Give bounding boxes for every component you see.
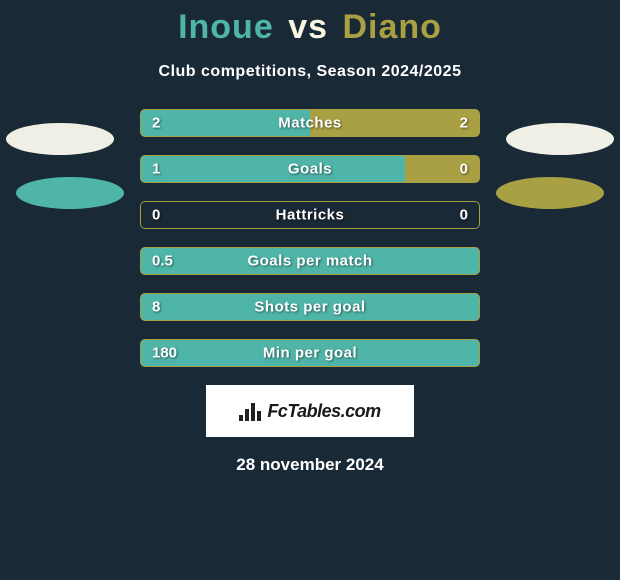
stat-value-right: 0 (460, 161, 468, 178)
stat-value-left: 8 (152, 299, 160, 316)
stat-row: 2 Matches 2 (140, 109, 480, 137)
stat-label: Min per goal (263, 345, 357, 362)
avatar-ellipse-left-1 (6, 123, 114, 155)
stat-value-left: 180 (152, 345, 177, 362)
stat-row: 0.5 Goals per match (140, 247, 480, 275)
stat-value-left: 0 (152, 207, 160, 224)
badge-bar-glyph (251, 403, 255, 421)
stat-bar-left (140, 155, 405, 183)
player1-name: Inoue (178, 8, 274, 46)
stat-label: Shots per goal (254, 299, 365, 316)
stat-label: Goals per match (247, 253, 372, 270)
avatar-ellipse-right-2 (496, 177, 604, 209)
stat-label: Matches (278, 115, 342, 132)
date-label: 28 november 2024 (0, 455, 620, 475)
stat-row: 0 Hattricks 0 (140, 201, 480, 229)
stat-bar-right (405, 155, 480, 183)
stat-value-left: 1 (152, 161, 160, 178)
avatar-ellipse-right-1 (506, 123, 614, 155)
vs-label: vs (288, 8, 328, 46)
stats-area: 2 Matches 2 1 Goals 0 0 Hattricks 0 0.5 Goals per … (0, 109, 620, 367)
stat-label: Goals (288, 161, 332, 178)
badge-bar-glyph (239, 415, 243, 421)
badge-bar-glyph (245, 409, 249, 421)
stat-value-left: 0.5 (152, 253, 173, 270)
root: Inoue vs Diano Club competitions, Season… (0, 0, 620, 580)
title: Inoue vs Diano (0, 0, 620, 47)
source-badge: FcTables.com (206, 385, 414, 437)
stat-row: 1 Goals 0 (140, 155, 480, 183)
stat-bars: 2 Matches 2 1 Goals 0 0 Hattricks 0 0.5 Goals per … (140, 109, 480, 367)
subtitle: Club competitions, Season 2024/2025 (0, 63, 620, 81)
player2-name: Diano (342, 8, 441, 46)
stat-value-left: 2 (152, 115, 160, 132)
stat-value-right: 2 (460, 115, 468, 132)
badge-bar-glyph (257, 411, 261, 421)
avatar-ellipse-left-2 (16, 177, 124, 209)
badge-logo-icon (239, 401, 261, 421)
stat-label: Hattricks (276, 207, 345, 224)
stat-row: 180 Min per goal (140, 339, 480, 367)
stat-row: 8 Shots per goal (140, 293, 480, 321)
stat-value-right: 0 (460, 207, 468, 224)
badge-text: FcTables.com (267, 401, 380, 422)
